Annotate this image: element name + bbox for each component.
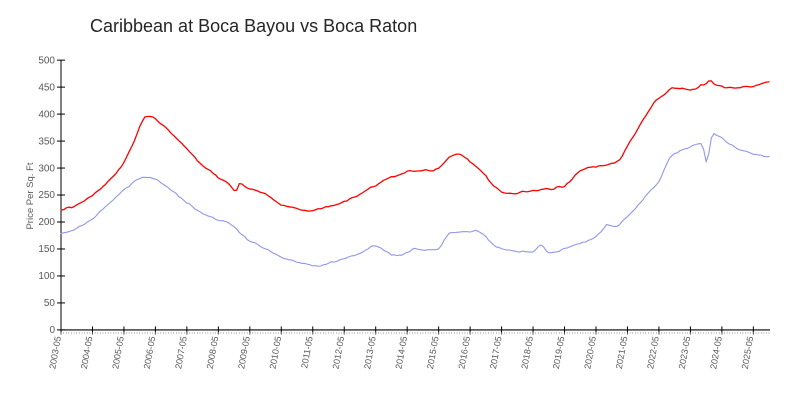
svg-text:2004-05: 2004-05 xyxy=(79,336,95,370)
svg-text:200: 200 xyxy=(38,217,55,228)
svg-text:2023-05: 2023-05 xyxy=(677,336,693,370)
svg-text:2017-05: 2017-05 xyxy=(488,336,504,370)
svg-text:2008-05: 2008-05 xyxy=(205,336,221,370)
svg-text:2024-05: 2024-05 xyxy=(708,336,724,370)
svg-text:2007-05: 2007-05 xyxy=(173,336,189,370)
svg-text:2016-05: 2016-05 xyxy=(456,336,472,370)
svg-text:0: 0 xyxy=(49,325,55,336)
svg-text:2006-05: 2006-05 xyxy=(142,336,158,370)
svg-text:150: 150 xyxy=(38,244,55,255)
svg-text:2011-05: 2011-05 xyxy=(299,336,314,370)
svg-text:2025-05: 2025-05 xyxy=(740,336,756,370)
svg-text:350: 350 xyxy=(38,136,55,147)
svg-text:400: 400 xyxy=(38,109,55,120)
svg-text:2005-05: 2005-05 xyxy=(110,336,126,370)
svg-text:2022-05: 2022-05 xyxy=(645,336,661,370)
svg-text:2018-05: 2018-05 xyxy=(519,336,535,370)
svg-text:2021-05: 2021-05 xyxy=(614,336,630,370)
svg-text:2019-05: 2019-05 xyxy=(551,336,567,370)
svg-text:2009-05: 2009-05 xyxy=(236,336,252,370)
svg-text:300: 300 xyxy=(38,163,55,174)
svg-text:250: 250 xyxy=(38,190,55,201)
svg-text:2003-05: 2003-05 xyxy=(47,336,63,370)
svg-text:450: 450 xyxy=(38,82,55,93)
svg-text:500: 500 xyxy=(38,55,55,66)
svg-text:2012-05: 2012-05 xyxy=(331,336,347,370)
svg-text:2015-05: 2015-05 xyxy=(425,336,441,370)
svg-text:2020-05: 2020-05 xyxy=(582,336,598,370)
svg-text:100: 100 xyxy=(38,271,55,282)
svg-text:Price Per Sq. Ft: Price Per Sq. Ft xyxy=(25,162,36,229)
svg-text:50: 50 xyxy=(44,298,56,309)
svg-text:2014-05: 2014-05 xyxy=(394,336,410,370)
svg-text:2013-05: 2013-05 xyxy=(362,336,378,370)
svg-text:2010-05: 2010-05 xyxy=(268,336,284,370)
